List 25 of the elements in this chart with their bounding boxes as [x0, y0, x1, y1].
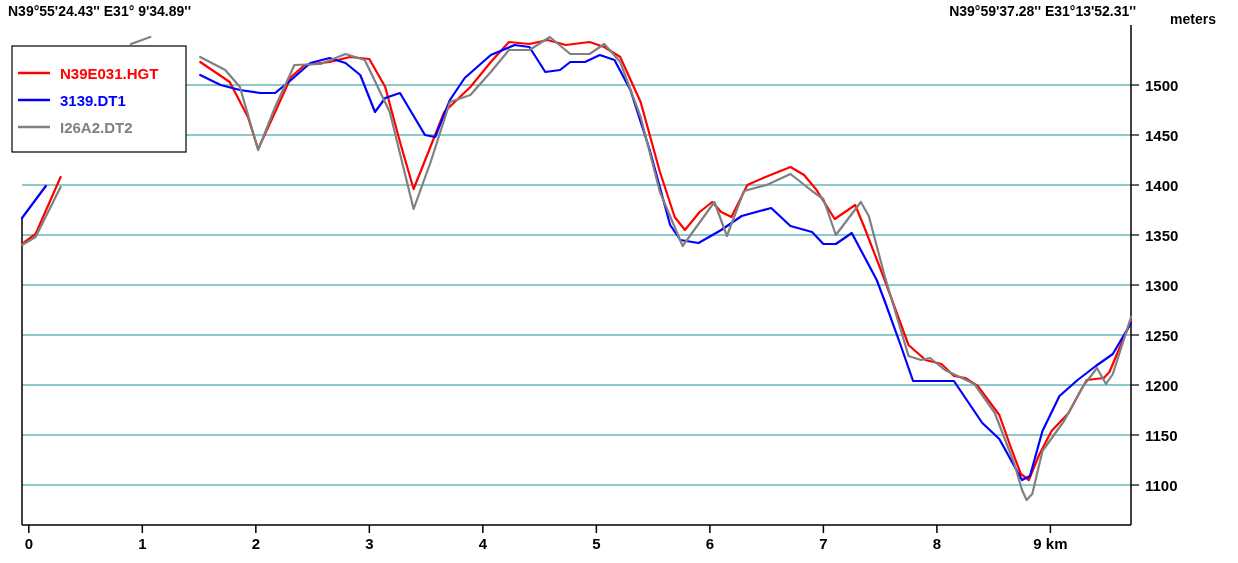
- x-tick-label: 0: [24, 535, 33, 552]
- y-tick-label: 1350: [1145, 227, 1179, 244]
- y-tick-label: 1150: [1145, 427, 1178, 444]
- y-tick-label: 1500: [1145, 77, 1179, 94]
- x-tick-label: 2: [251, 535, 260, 552]
- legend-label: N39E031.HGT: [60, 65, 159, 82]
- y-tick-label: 1400: [1145, 177, 1179, 194]
- y-tick-label: 1250: [1145, 327, 1179, 344]
- y-tick-label: 1100: [1145, 477, 1178, 494]
- x-tick-label: 1: [138, 535, 147, 552]
- x-tick-label: 9 km: [1033, 535, 1068, 552]
- y-tick-label: 1450: [1145, 127, 1179, 144]
- x-tick-label: 4: [478, 535, 488, 552]
- x-tick-label: 7: [819, 535, 828, 552]
- legend-label: 3139.DT1: [60, 92, 126, 109]
- y-tick-label: 1300: [1145, 277, 1179, 294]
- x-tick-label: 3: [365, 535, 374, 552]
- y-axis-title: meters: [1170, 11, 1217, 27]
- x-tick-label: 8: [932, 535, 942, 552]
- text: N39°55'24.43'' E31° 9'34.89'': [8, 3, 191, 19]
- x-tick-label: 5: [592, 535, 601, 552]
- legend-label: I26A2.DT2: [60, 119, 133, 136]
- text: N39°59'37.28'' E31°13'52.31'': [949, 3, 1136, 19]
- y-tick-label: 1200: [1145, 377, 1179, 394]
- x-tick-label: 6: [705, 535, 715, 552]
